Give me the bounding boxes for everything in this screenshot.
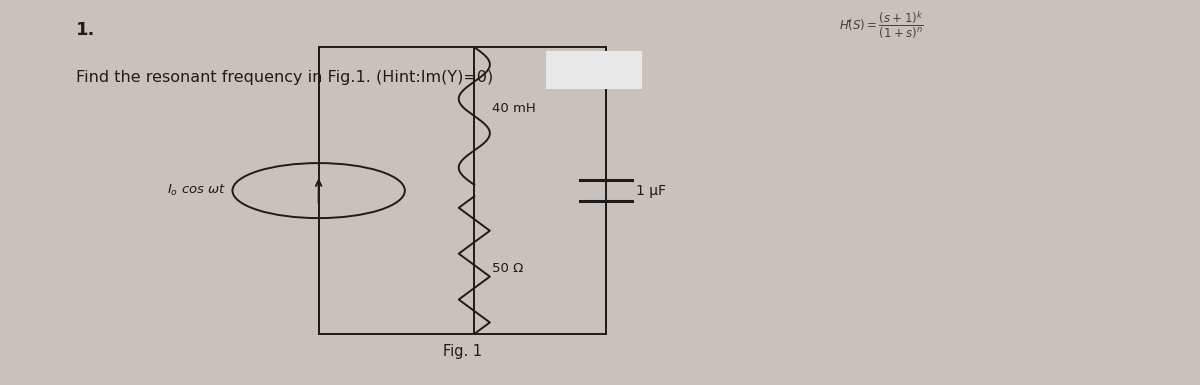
- Text: .: .: [846, 7, 852, 26]
- Text: $I_o$ cos $\omega t$: $I_o$ cos $\omega t$: [167, 183, 227, 198]
- Text: Fig. 1: Fig. 1: [443, 344, 482, 359]
- Text: 40 mH: 40 mH: [492, 102, 536, 115]
- Text: Find the resonant frequency in Fig.1. (Hint:Im(Y)=0): Find the resonant frequency in Fig.1. (H…: [76, 70, 493, 85]
- Text: $H(S) = \dfrac{(s+1)^{k}}{(1+s)^{n}}$: $H(S) = \dfrac{(s+1)^{k}}{(1+s)^{n}}$: [840, 9, 924, 41]
- Text: 1.: 1.: [76, 20, 95, 38]
- Bar: [546, 51, 642, 89]
- Text: 1 μF: 1 μF: [636, 184, 666, 198]
- Text: 50 Ω: 50 Ω: [492, 263, 523, 275]
